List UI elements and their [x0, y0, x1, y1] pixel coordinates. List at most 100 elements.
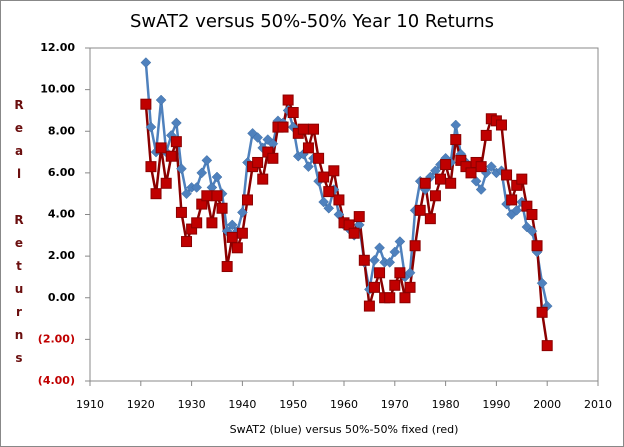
x-tick-label: 1930: [178, 398, 206, 411]
point: [404, 281, 416, 293]
y-tick-label: 12.00: [40, 41, 75, 54]
point: [521, 221, 533, 233]
point: [506, 194, 518, 206]
point: [237, 207, 248, 218]
point: [485, 161, 497, 172]
point: [140, 98, 152, 110]
point: [140, 57, 152, 68]
point: [526, 209, 538, 220]
point: [252, 132, 263, 143]
x-tick-label: 1990: [482, 398, 510, 411]
point: [303, 161, 314, 172]
point: [419, 177, 431, 189]
point: [404, 267, 416, 279]
point: [394, 267, 406, 279]
y-axis-label: Real Returns: [12, 98, 26, 374]
point: [211, 190, 223, 202]
point: [495, 119, 507, 131]
point: [475, 161, 487, 173]
point: [389, 279, 401, 291]
point: [211, 171, 223, 183]
point: [384, 292, 396, 304]
point: [282, 94, 294, 106]
point: [445, 177, 457, 189]
point: [358, 254, 370, 266]
point: [221, 261, 233, 273]
point: [160, 177, 172, 189]
point: [333, 194, 345, 206]
point: [475, 184, 487, 195]
point: [353, 211, 365, 223]
point: [313, 152, 325, 164]
point: [277, 121, 289, 133]
point: [226, 231, 238, 243]
point: [414, 204, 426, 216]
point: [241, 194, 253, 206]
point: [297, 123, 309, 135]
y-tick-label: (2.00): [38, 332, 75, 345]
point: [511, 204, 523, 216]
point: [501, 169, 513, 181]
y-tick-label: 6.00: [48, 166, 75, 179]
point: [424, 213, 436, 225]
y-tick-label: 8.00: [48, 124, 75, 137]
point: [368, 281, 380, 293]
point: [374, 242, 385, 254]
point: [201, 190, 213, 202]
point: [399, 292, 411, 304]
point: [450, 119, 462, 131]
point: [252, 156, 264, 168]
point: [328, 165, 340, 177]
point: [363, 300, 375, 312]
x-tick-label: 1910: [76, 398, 104, 411]
point: [267, 152, 279, 164]
point: [175, 206, 187, 218]
point: [440, 159, 452, 171]
point: [257, 173, 269, 185]
point: [176, 163, 187, 175]
x-tick-label: 1980: [432, 398, 460, 411]
point: [196, 167, 208, 179]
point: [384, 257, 396, 268]
x-tick-label: 1920: [127, 398, 155, 411]
point: [435, 173, 447, 185]
point: [323, 186, 335, 198]
point: [541, 340, 553, 352]
point: [526, 225, 538, 237]
point: [165, 150, 177, 162]
point: [231, 242, 243, 254]
point: [226, 219, 238, 231]
x-tick-label: 2000: [533, 398, 561, 411]
point: [536, 306, 548, 318]
point: [318, 171, 330, 183]
point: [191, 217, 203, 229]
chart-title: SwAT2 versus 50%-50% Year 10 Returns: [130, 11, 494, 32]
point: [155, 142, 167, 154]
point: [302, 142, 314, 154]
point: [236, 227, 248, 239]
point: [429, 190, 441, 202]
point: [201, 155, 213, 166]
y-tick-label: 0.00: [48, 291, 75, 304]
y-tick-label: 2.00: [48, 249, 75, 262]
x-tick-label: 2010: [584, 398, 612, 411]
point: [216, 202, 228, 214]
point: [145, 121, 157, 133]
point: [389, 246, 401, 258]
point: [536, 277, 548, 289]
point: [191, 182, 203, 193]
point: [287, 107, 299, 119]
point: [181, 188, 192, 200]
point: [145, 161, 157, 173]
point: [206, 217, 218, 229]
point: [394, 236, 406, 247]
point: [465, 167, 477, 179]
point: [531, 240, 543, 252]
x-tick-label: 1940: [228, 398, 256, 411]
point: [181, 236, 193, 248]
point: [170, 136, 182, 148]
point: [450, 134, 462, 146]
point: [171, 117, 182, 129]
